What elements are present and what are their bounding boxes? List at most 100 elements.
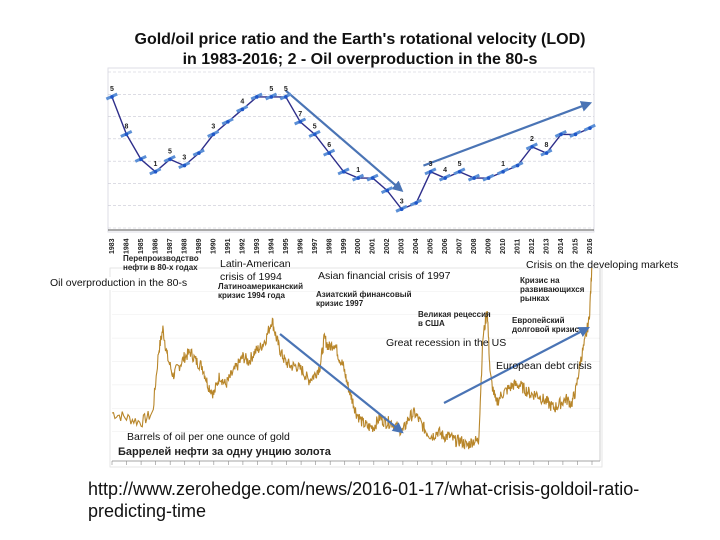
lod-point-label: 3 <box>182 155 186 162</box>
title-line-1: Gold/oil price ratio and the Earth's rot… <box>134 31 586 48</box>
annotation-european-debt: European debt crisis <box>496 360 592 372</box>
lod-point <box>414 201 418 205</box>
lod-point-label: 5 <box>284 86 288 93</box>
annotation-barrels-per-ounce: Barrels of oil per one ounce of gold <box>127 431 290 443</box>
lod-point <box>284 95 288 99</box>
lod-x-tick-label: 1992 <box>239 238 246 254</box>
lod-x-tick-label: 2016 <box>587 238 594 254</box>
lod-point <box>472 176 476 180</box>
lod-x-tick-label: 1994 <box>268 238 275 254</box>
lod-point-label: 4 <box>240 98 244 105</box>
lod-x-tick-label: 1985 <box>138 238 145 254</box>
lod-point <box>327 151 332 155</box>
ru-label-overproduction: Перепроизводство нефти в 80-х годах <box>123 254 199 272</box>
lod-point-label: 8 <box>545 142 549 149</box>
lod-point <box>356 176 361 180</box>
lod-point-label: 3 <box>429 161 433 168</box>
lod-x-tick-label: 2002 <box>384 238 391 254</box>
lod-point-label: 1 <box>153 161 157 168</box>
lod-x-tick-label: 1986 <box>152 238 159 254</box>
lod-x-tick-label: 2004 <box>413 238 420 254</box>
lod-point-label: 5 <box>269 86 273 93</box>
ratio-trend-arrow-down <box>279 333 404 434</box>
lod-point <box>255 95 259 99</box>
lod-x-tick-label: 1989 <box>196 238 203 254</box>
lod-point-label: 5 <box>458 161 462 168</box>
lod-point <box>168 157 172 162</box>
lod-point <box>559 132 563 137</box>
ru-label-asian: Азиатский финансовый кризис 1997 <box>316 290 412 308</box>
lod-point <box>211 132 216 137</box>
lod-x-tick-label: 1983 <box>109 238 116 254</box>
lod-x-tick-label: 1995 <box>283 238 290 254</box>
annotation-latin-american-crisis: Latin-American crisis of 1994 <box>220 258 291 283</box>
lod-x-tick-label: 1997 <box>312 238 319 254</box>
lod-point <box>226 120 230 124</box>
lod-x-tick-label: 1998 <box>326 238 333 254</box>
lod-x-tick-label: 1984 <box>123 238 130 254</box>
lod-series-line <box>111 96 591 211</box>
lod-point-label: 7 <box>298 111 302 118</box>
annotation-oil-overproduction: Oil overproduction in the 80-s <box>50 277 188 290</box>
lod-x-tick-label: 2015 <box>573 238 580 254</box>
lod-x-tick-label: 2003 <box>399 238 406 254</box>
lod-point-label: 5 <box>168 148 172 155</box>
lod-x-tick-label: 2011 <box>515 239 522 254</box>
lod-point <box>573 132 578 137</box>
lod-point-label: 5 <box>110 86 114 93</box>
lod-point <box>457 170 462 174</box>
lod-x-tick-label: 1987 <box>167 238 174 254</box>
source-url: http://www.zerohedge.com/news/2016-01-17… <box>88 479 640 521</box>
chart-title: Gold/oil price ratio and the Earth's rot… <box>0 30 720 70</box>
annotation-asian-crisis: Asian financial crisis of 1997 <box>318 270 451 282</box>
lod-x-tick-label: 2000 <box>355 238 362 254</box>
lod-x-tick-label: 2009 <box>486 238 493 254</box>
lod-point <box>139 157 143 162</box>
lod-x-tick-label: 2007 <box>457 238 464 254</box>
lod-point <box>124 132 129 137</box>
ratio-plot-frame <box>109 267 603 468</box>
lod-point <box>110 95 114 99</box>
lod-point <box>544 151 549 155</box>
lod-x-tick-label: 2014 <box>558 238 565 254</box>
lod-point <box>312 132 317 137</box>
lod-point-label: 2 <box>530 136 534 143</box>
lod-x-tick-label: 1999 <box>341 238 348 254</box>
lod-point <box>182 163 187 168</box>
ratio-trend-arrow-up <box>443 326 590 404</box>
annotation-developing-markets: Crisis on the developing markets <box>526 259 679 271</box>
lod-x-tick-label: 1990 <box>210 238 217 254</box>
lod-trend-arrow <box>285 89 404 192</box>
lod-point-label: 5 <box>313 123 317 130</box>
lod-point <box>153 170 158 174</box>
lod-point-label: 3 <box>400 198 404 205</box>
title-line-2: in 1983-2016; 2 - Oil overproduction in … <box>182 51 538 68</box>
ru-label-latin: Латиноамериканский кризис 1994 года <box>218 282 304 300</box>
lod-point-label: 1 <box>501 161 505 168</box>
lod-x-tick-label: 2012 <box>529 238 536 254</box>
lod-x-tick-label: 2013 <box>544 238 551 254</box>
lod-point-label: 1 <box>356 167 360 174</box>
lod-point <box>588 126 592 130</box>
lod-point <box>399 207 404 212</box>
lod-x-tick-label: 2006 <box>442 238 449 254</box>
lod-point <box>269 95 274 99</box>
lod-point-label: 6 <box>327 142 331 149</box>
lod-point <box>385 188 390 193</box>
annotation-great-recession: Great recession in the US <box>386 337 507 349</box>
lod-point <box>443 176 447 180</box>
lod-point <box>240 107 245 112</box>
lod-point <box>428 170 433 174</box>
lod-x-tick-label: 2005 <box>428 238 435 254</box>
lod-point-label: 3 <box>211 123 215 130</box>
lod-x-tick-label: 2001 <box>370 238 377 254</box>
ratio-series-line <box>111 267 593 450</box>
lod-point <box>197 151 201 155</box>
lod-x-tick-label: 1988 <box>181 238 188 254</box>
lod-x-tick-label: 1993 <box>254 238 261 254</box>
ru-chart-caption: Баррелей нефти за одну унцию золота <box>118 446 331 458</box>
ru-label-developing: Кризис на развивающихся рынках <box>520 276 585 303</box>
lod-point <box>501 170 505 174</box>
lod-x-tick-label: 2008 <box>471 238 478 254</box>
